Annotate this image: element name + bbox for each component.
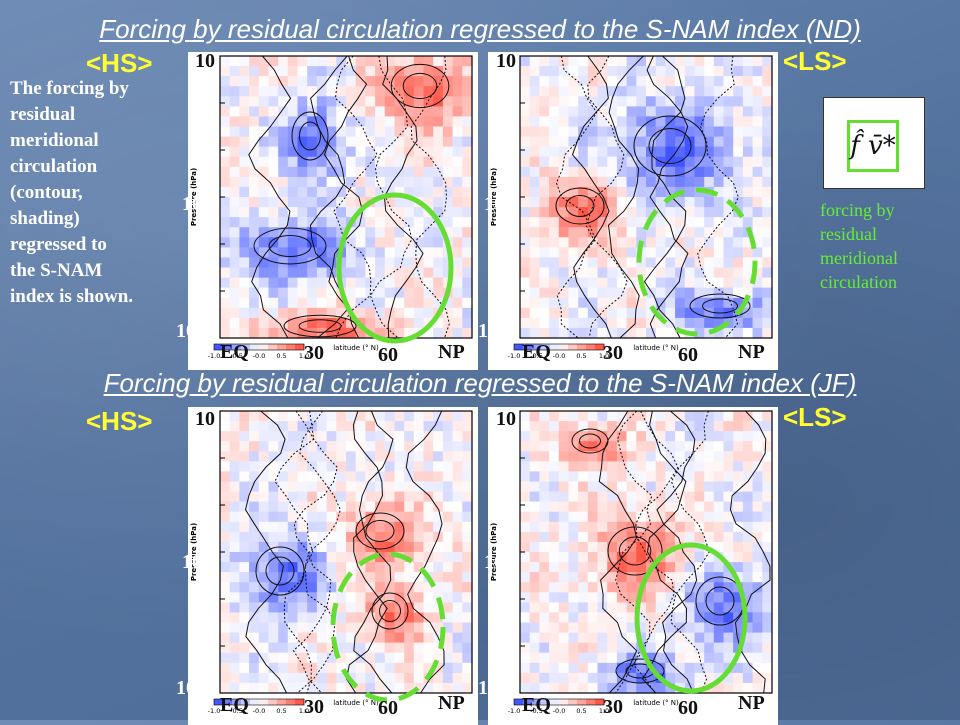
legend-line: circulation	[820, 272, 897, 292]
tag-hs-bottom: <HS>	[86, 406, 153, 436]
contour-plot: Pressure (hPa) -1.0 -0.5 -0.0 0.5 1.0 latitude…	[188, 407, 478, 725]
formula-text: f̂ v̄*	[847, 120, 899, 172]
plot-panel-jf-ls: Pressure (hPa) -1.0 -0.5 -0.0 0.5 1.0 latitude…	[488, 407, 778, 725]
p1000-label: 1000	[176, 320, 216, 342]
eq-label: EQ	[220, 694, 249, 716]
colorbar-tick-label: -1.0	[508, 707, 521, 715]
tag-ls-bottom: <LS>	[783, 402, 847, 432]
contour-plot: Pressure (hPa) -1.0 -0.5 -0.0 0.5 1.0 latitude…	[188, 52, 478, 370]
x-axis-title: latitude (° N)	[633, 344, 679, 352]
desc-line: index is shown.	[10, 286, 134, 307]
lat60-label: 60	[378, 344, 398, 366]
desc-line: (contour,	[10, 182, 83, 203]
colorbar-tick-label: 1.0	[599, 352, 609, 360]
colorbar-tick-label: -0.5	[230, 352, 243, 360]
lat60-label: 60	[678, 697, 698, 719]
p10-label: 10	[496, 408, 516, 430]
tag-ls-top: <LS>	[783, 46, 847, 76]
highlight-ellipse	[330, 551, 446, 703]
y-axis-title: Pressure (hPa)	[190, 168, 198, 226]
legend-line: residual	[820, 224, 877, 244]
y-axis-title: Pressure (hPa)	[490, 168, 498, 226]
highlight-ellipse	[634, 542, 748, 694]
plot-panel-jf-hs: Pressure (hPa) -1.0 -0.5 -0.0 0.5 1.0 latitude…	[188, 407, 478, 725]
highlight-ellipse	[636, 187, 758, 337]
x-axis-title: latitude (° N)	[633, 699, 679, 707]
np-label: NP	[438, 341, 465, 363]
slide-title-jf: Forcing by residual circulation regresse…	[103, 368, 857, 398]
desc-line: regressed to	[10, 234, 107, 255]
np-label: NP	[438, 692, 465, 714]
slide-title-nd: Forcing by residual circulation regresse…	[99, 14, 861, 44]
colorbar-tick-label: 1.0	[299, 707, 309, 715]
x-axis-title: latitude (° N)	[333, 344, 379, 352]
p100-label: 100	[182, 193, 212, 215]
p1000-label: 1000	[478, 320, 518, 342]
lat60-label: 60	[678, 344, 698, 366]
tag-hs-top: <HS>	[86, 48, 153, 78]
lat30-label: 30	[603, 342, 623, 364]
colorbar-tick-label: -1.0	[208, 352, 221, 360]
colorbar-tick-label: -0.0	[553, 707, 566, 715]
colorbar-tick-label: -1.0	[208, 707, 221, 715]
lat60-label: 60	[378, 697, 398, 719]
p10-label: 10	[195, 408, 215, 430]
highlight-ellipse	[336, 192, 454, 344]
eq-label: EQ	[522, 694, 551, 716]
shading-field	[220, 411, 473, 694]
lat30-label: 30	[304, 696, 324, 718]
colorbar-tick-label: 0.5	[576, 707, 586, 715]
x-axis-title: latitude (° N)	[333, 699, 379, 707]
plot-panel-nd-ls: Pressure (hPa) -1.0 -0.5 -0.0 0.5 1.0 latitude…	[488, 52, 778, 370]
colorbar-tick-label: -0.0	[553, 352, 566, 360]
desc-line: The forcing by	[10, 78, 129, 99]
y-axis-title: Pressure (hPa)	[190, 523, 198, 581]
eq-label: EQ	[522, 341, 551, 363]
lat30-label: 30	[304, 342, 324, 364]
colorbar-tick-label: -0.5	[230, 707, 243, 715]
colorbar-tick-label: 0.5	[276, 707, 286, 715]
shading-field	[520, 411, 773, 694]
y-axis-title: Pressure (hPa)	[490, 523, 498, 581]
p1000-label: 1000	[176, 677, 216, 699]
colorbar: -1.0 -0.5 -0.0 0.5 1.0	[508, 343, 609, 360]
legend-line: meridional	[820, 248, 898, 268]
colorbar-tick-label: 1.0	[599, 707, 609, 715]
colorbar-tick-label: -1.0	[508, 352, 521, 360]
contour-lines	[248, 55, 450, 339]
desc-line: the S-NAM	[10, 260, 103, 281]
colorbar-tick-label: -0.0	[253, 352, 266, 360]
colorbar-tick-label: 0.5	[276, 352, 286, 360]
p10-label: 10	[496, 50, 516, 72]
contour-plot: Pressure (hPa) -1.0 -0.5 -0.0 0.5 1.0 latitude…	[488, 52, 778, 370]
contour-plot: Pressure (hPa) -1.0 -0.5 -0.0 0.5 1.0 latitude…	[488, 407, 778, 725]
legend-note: forcing by residual meridional circulati…	[820, 198, 940, 294]
np-label: NP	[738, 341, 765, 363]
colorbar: -1.0 -0.5 -0.0 0.5 1.0	[208, 343, 309, 360]
colorbar-tick-label: -0.5	[530, 352, 543, 360]
p100-label: 100	[484, 193, 514, 215]
p10-label: 10	[195, 50, 215, 72]
np-label: NP	[738, 692, 765, 714]
eq-label: EQ	[220, 341, 249, 363]
colorbar-tick-label: 0.5	[576, 352, 586, 360]
p1000-label: 1000	[478, 677, 518, 699]
contour-lines	[555, 55, 751, 339]
colorbar-tick-label: -0.5	[530, 707, 543, 715]
colorbar: -1.0 -0.5 -0.0 0.5 1.0	[508, 698, 609, 715]
colorbar: -1.0 -0.5 -0.0 0.5 1.0	[208, 698, 309, 715]
formula-box: f̂ v̄*	[823, 97, 925, 189]
p100-label: 100	[484, 551, 514, 573]
desc-line: shading)	[10, 208, 80, 229]
desc-line: meridional	[10, 130, 99, 151]
colorbar-tick-label: -0.0	[253, 707, 266, 715]
legend-line: forcing by	[820, 200, 895, 220]
desc-line: residual	[10, 104, 76, 125]
p100-label: 100	[182, 551, 212, 573]
colorbar-tick-label: 1.0	[299, 352, 309, 360]
lat30-label: 30	[603, 696, 623, 718]
desc-line: circulation	[10, 156, 98, 177]
plot-panel-nd-hs: Pressure (hPa) -1.0 -0.5 -0.0 0.5 1.0 latitude…	[188, 52, 478, 370]
description-text: The forcing by residual meridional circu…	[10, 76, 185, 310]
